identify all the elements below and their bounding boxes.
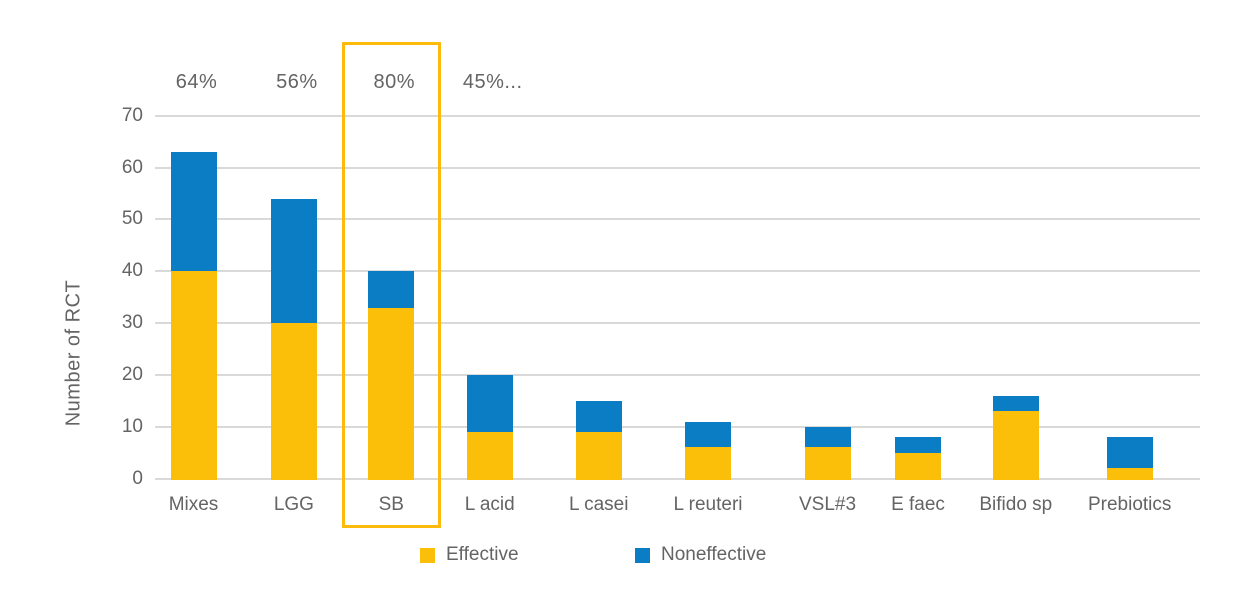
y-tick-label: 60 bbox=[121, 156, 143, 178]
y-tick-label: 30 bbox=[121, 312, 143, 334]
category-label: L acid bbox=[464, 494, 515, 515]
percent-annotation: 56% bbox=[276, 71, 318, 93]
bar-segment-effective bbox=[1106, 468, 1153, 480]
bar-segment-effective bbox=[466, 431, 513, 480]
category-label: Bifido sp bbox=[979, 494, 1053, 515]
gridline bbox=[155, 425, 1200, 428]
bar-segment-noneffective bbox=[575, 400, 622, 432]
bar-segment-effective bbox=[575, 431, 622, 480]
bar-segment-noneffective bbox=[992, 395, 1039, 412]
bar-segment-noneffective bbox=[270, 198, 317, 324]
bar-segment-effective bbox=[170, 271, 217, 480]
gridline bbox=[155, 270, 1200, 273]
bar-segment-noneffective bbox=[368, 271, 415, 308]
gridline bbox=[155, 373, 1200, 376]
category-label: SB bbox=[378, 494, 404, 515]
bar-segment-noneffective bbox=[1106, 437, 1153, 469]
y-tick-label: 20 bbox=[121, 363, 143, 385]
y-tick-label: 70 bbox=[121, 104, 143, 126]
category-label: L casei bbox=[568, 494, 629, 515]
category-label: LGG bbox=[273, 494, 314, 515]
y-tick-label: 0 bbox=[132, 467, 143, 489]
percent-annotation: 80% bbox=[373, 71, 416, 93]
category-label: L reuteri bbox=[673, 494, 743, 515]
bar-segment-effective bbox=[992, 411, 1039, 480]
category-label: E faec bbox=[891, 494, 945, 515]
category-label: VSL#3 bbox=[798, 494, 857, 515]
y-tick-label: 10 bbox=[121, 415, 143, 437]
y-tick-label: 50 bbox=[121, 208, 143, 230]
bar-segment-noneffective bbox=[804, 426, 851, 448]
bar-segment-effective bbox=[895, 452, 941, 480]
gridline bbox=[155, 477, 1200, 480]
bar-segment-effective bbox=[368, 307, 415, 480]
percent-annotation: 64% bbox=[175, 71, 218, 93]
gridline bbox=[155, 114, 1200, 117]
bar-segment-noneffective bbox=[895, 437, 941, 453]
bar-segment-noneffective bbox=[466, 374, 513, 432]
bar-segment-noneffective bbox=[685, 421, 731, 448]
gridline bbox=[155, 322, 1200, 325]
gridline bbox=[155, 166, 1200, 169]
category-label: Prebiotics bbox=[1087, 494, 1172, 515]
highlight-box bbox=[342, 42, 441, 528]
y-tick-label: 40 bbox=[121, 260, 143, 282]
percent-annotation: 45%... bbox=[462, 71, 523, 93]
bar-segment-effective bbox=[685, 447, 731, 480]
bar-segment-noneffective bbox=[170, 151, 217, 272]
category-label: Mixes bbox=[168, 494, 219, 515]
bar-segment-effective bbox=[804, 447, 851, 480]
bar-segment-effective bbox=[270, 323, 317, 480]
gridline bbox=[155, 218, 1200, 221]
